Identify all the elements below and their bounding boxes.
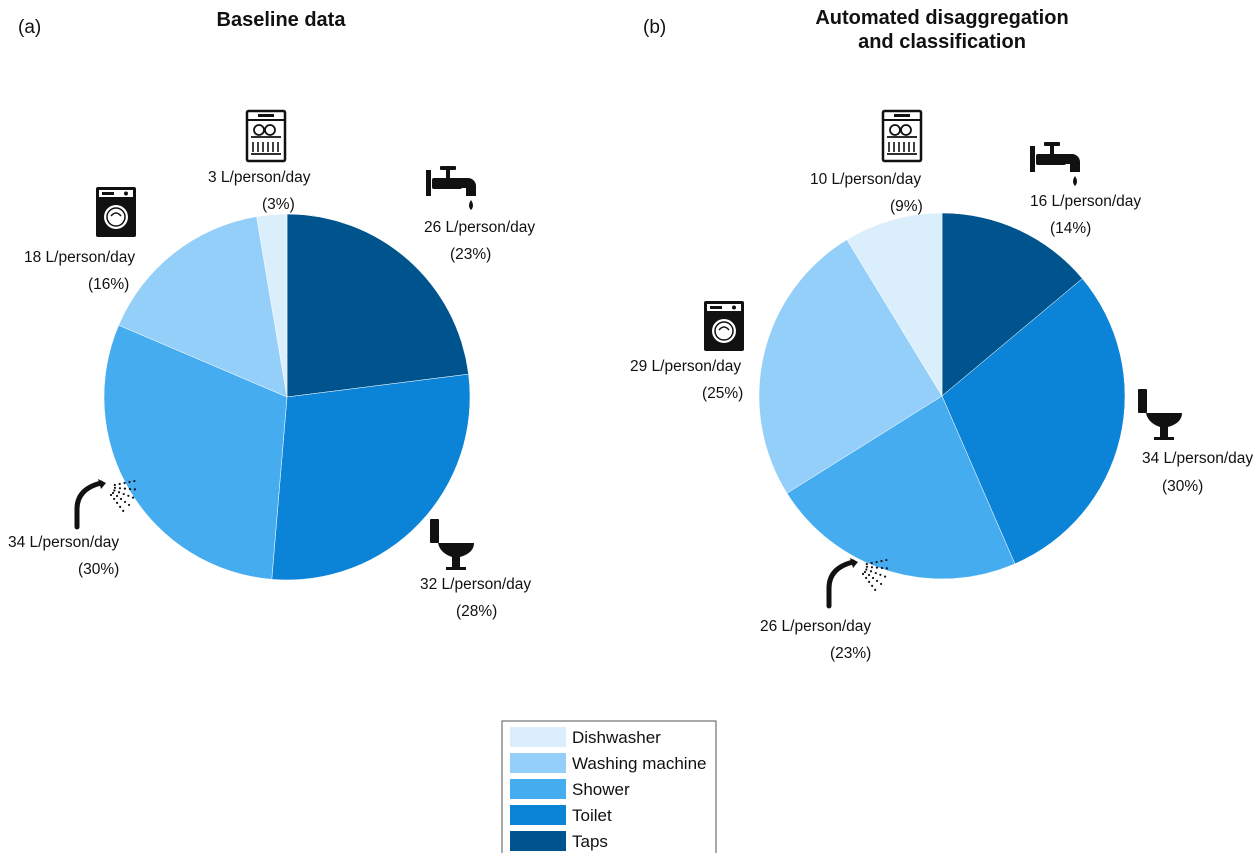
pie-slice-toilet [941,278,1126,565]
slice-value-label: 18 L/person/day [24,249,135,266]
tap-icon [426,166,476,210]
dishwasher-icon [881,109,923,163]
slice-value-label: 32 L/person/day [420,576,531,593]
slice-percent-label: (23%) [450,246,491,263]
tap-icon [1030,142,1080,186]
appliance-icons [74,109,1182,609]
washing-machine-icon [96,187,136,237]
slice-value-label: 26 L/person/day [760,618,871,635]
washing-machine-icon [704,301,744,351]
slice-value-label: 34 L/person/day [8,534,119,551]
slice-percent-label: (23%) [830,645,871,662]
legend: Dishwasher Washing machine Shower Toilet Tap… [501,720,717,853]
chart-title: Baseline data [217,9,347,31]
slice-percent-label: (3%) [262,196,295,213]
slice-percent-label: (14%) [1050,220,1091,237]
pie-slice-washing-machine [758,239,943,494]
slice-percent-label: (30%) [78,561,119,578]
chart-title: Automated disaggregation and classificati… [815,7,1068,53]
slice-percent-label: (28%) [456,603,497,620]
slice-value-label: 34 L/person/day [1142,450,1253,467]
toilet-icon [430,519,474,570]
slice-percent-label: (25%) [702,385,743,402]
slice-value-label: 26 L/person/day [424,219,535,236]
slice-value-label: 16 L/person/day [1030,193,1141,210]
legend-label-dishwasher: Dishwasher [572,728,661,747]
slice-value-label: 10 L/person/day [810,171,921,188]
panel-label: (b) [643,17,666,38]
pie-slice-dishwasher [256,213,288,398]
pie-slice-washing-machine [118,216,288,398]
slice-percent-label: (30%) [1162,478,1203,495]
legend-swatch-washing-machine [510,753,566,773]
pie-charts [103,212,1126,581]
shower-icon [826,558,889,609]
legend-swatch-shower [510,779,566,799]
legend-swatch-toilet [510,805,566,825]
pie-slice-toilet [271,373,471,581]
dishwasher-icon [245,109,287,163]
pie-1 [758,212,1126,580]
pie-slice-taps [941,212,1083,397]
toilet-icon [1138,389,1182,440]
pie-slice-shower [786,395,1016,580]
chart-texts: (a) Baseline data 26 L/person/day (23%) 32 L… [8,7,1253,662]
legend-label-washing-machine: Washing machine [572,754,707,773]
legend-label-toilet: Toilet [572,806,612,825]
slice-value-label: 3 L/person/day [208,169,311,186]
pie-slice-taps [286,213,469,398]
slice-value-label: 29 L/person/day [630,358,741,375]
panel-label: (a) [18,17,41,38]
pie-0 [103,213,471,581]
pie-slice-shower [103,324,288,580]
legend-swatch-dishwasher [510,727,566,747]
legend-label-shower: Shower [572,780,630,799]
slice-percent-label: (16%) [88,276,129,293]
legend-swatch-taps [510,831,566,851]
slice-percent-label: (9%) [890,198,923,215]
pie-slice-dishwasher [846,212,943,397]
shower-icon [74,479,137,530]
legend-label-taps: Taps [572,832,608,851]
